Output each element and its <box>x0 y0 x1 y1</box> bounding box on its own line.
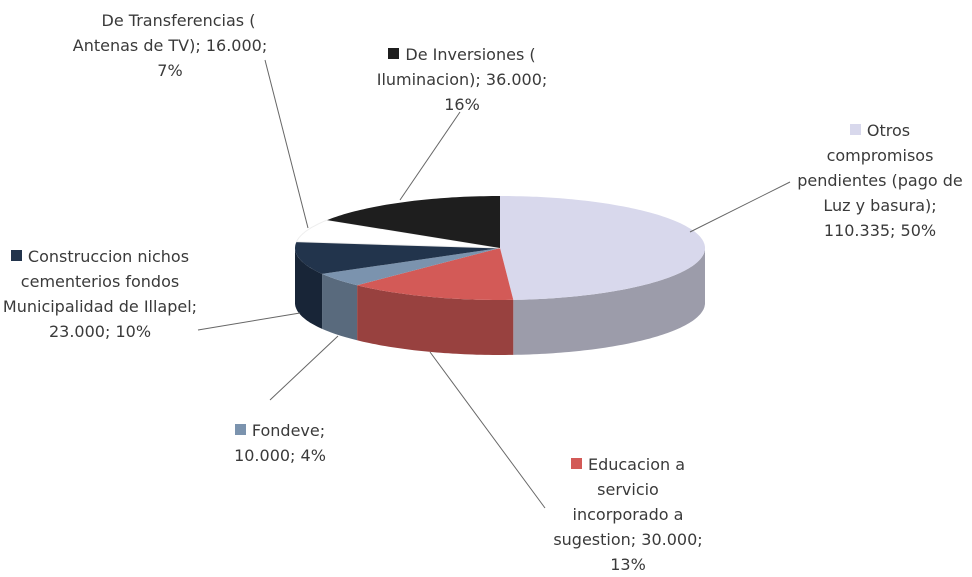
value-label: 36.000; <box>485 70 548 89</box>
leader-line <box>689 181 791 233</box>
category-name: Construccion nichos cementerios fondos M… <box>2 247 198 316</box>
percent-label: 16% <box>444 95 480 114</box>
legend-swatch <box>10 250 22 261</box>
category-name: De Inversiones ( Iluminacion); <box>376 45 536 89</box>
slice-top <box>327 196 500 248</box>
value-label: 23.000; <box>48 322 111 341</box>
category-name: Educacion a servicio incorporado a suges… <box>553 455 686 549</box>
slice-side <box>322 273 358 341</box>
leader-line <box>197 312 301 331</box>
data-label: De Inversiones ( Iluminacion); 36.000; 1… <box>357 42 567 117</box>
category-name: Fondeve; <box>251 421 326 440</box>
data-label: Otros compromisos pendientes (pago de Lu… <box>795 118 965 243</box>
slice-side <box>513 248 705 355</box>
slice-top <box>295 241 500 274</box>
data-label: Construccion nichos cementerios fondos M… <box>3 244 198 344</box>
slice-side <box>295 248 323 329</box>
percent-label: 10% <box>115 322 152 341</box>
slice-top <box>500 196 705 300</box>
legend-swatch <box>234 424 246 435</box>
data-label: Fondeve; 10.000; 4% <box>205 418 355 468</box>
leader-line <box>399 111 461 201</box>
percent-label: 7% <box>157 61 183 80</box>
legend-swatch <box>84 14 96 25</box>
slice-side <box>357 285 514 355</box>
slice-top <box>322 248 500 286</box>
category-name: Otros compromisos pendientes (pago de Lu… <box>797 121 963 215</box>
value-label: 16.000; <box>205 36 268 55</box>
percent-label: 13% <box>610 555 646 574</box>
percent-label: 50% <box>900 221 937 240</box>
legend-swatch <box>570 458 582 469</box>
percent-label: 4% <box>300 446 326 465</box>
legend-swatch <box>388 48 400 59</box>
data-label: De Transferencias ( Antenas de TV); 16.0… <box>65 8 275 83</box>
leader-line <box>269 335 339 401</box>
slice-top <box>357 248 514 300</box>
value-label: 10.000; <box>234 446 296 465</box>
slice-top <box>295 219 501 249</box>
legend-swatch <box>849 124 861 135</box>
leader-line <box>264 59 309 229</box>
data-label: Educacion a servicio incorporado a suges… <box>548 452 708 577</box>
category-name: De Transferencias ( Antenas de TV); <box>72 11 256 55</box>
value-label: 30.000; <box>641 530 703 549</box>
leader-line <box>429 351 546 509</box>
value-label: 110.335; <box>823 221 896 240</box>
